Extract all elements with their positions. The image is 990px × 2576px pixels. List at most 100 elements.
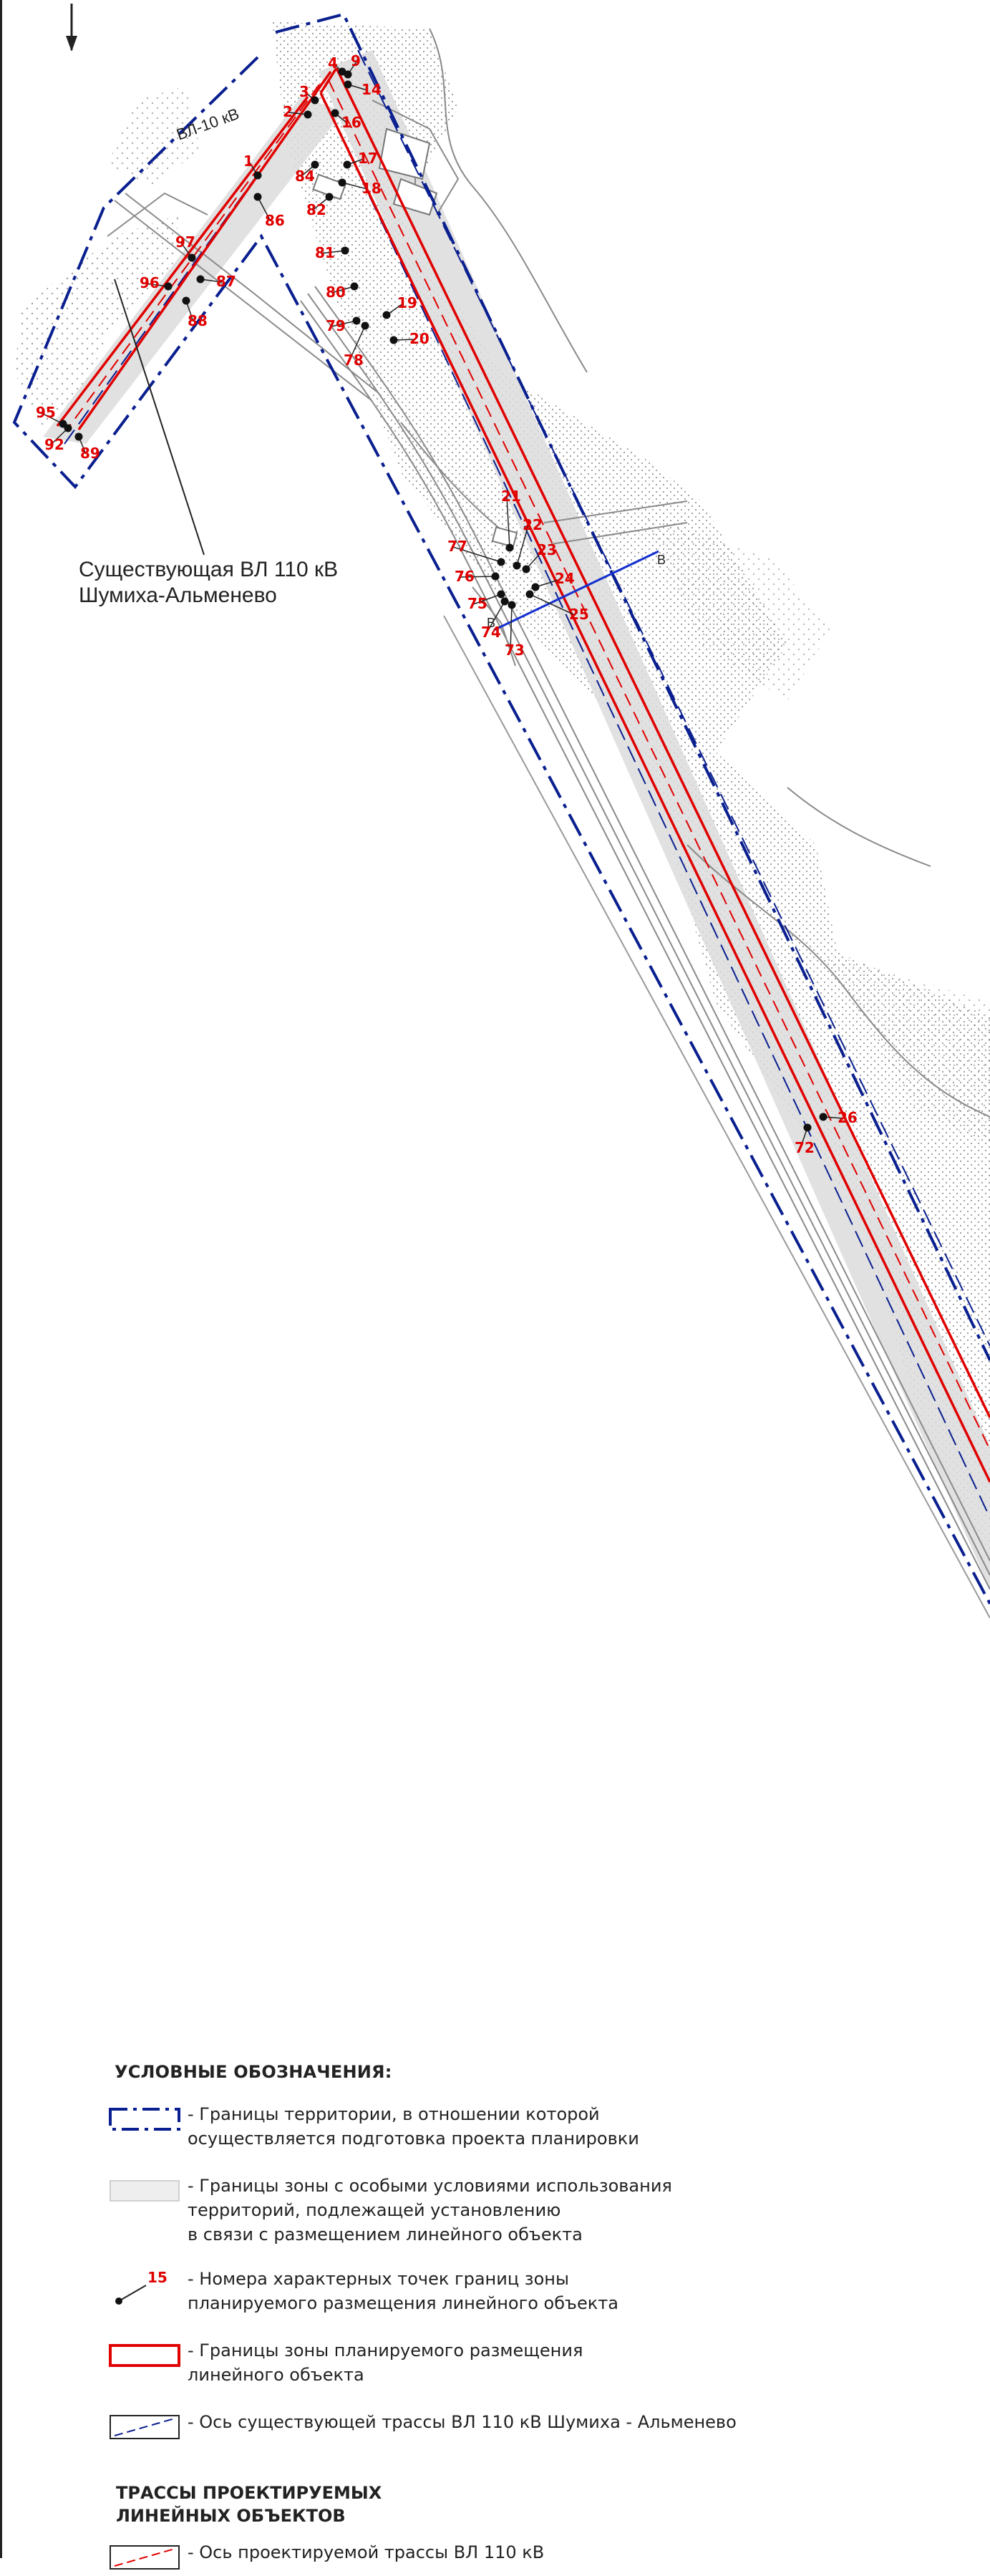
point-marker-75 [497,590,505,599]
point-marker-16 [331,109,339,117]
point-marker-97 [188,253,196,262]
point-marker-88 [182,296,190,305]
point-leader-22 [516,525,529,566]
point-marker-78 [361,321,369,330]
point-marker-89 [74,432,83,441]
point-leader-23 [525,550,543,570]
territory-boundary [12,12,990,1604]
point-label-86: 86 [265,212,285,229]
point-marker-19 [382,311,391,319]
point-leader-18 [341,182,368,190]
point-marker-3 [311,96,319,105]
point-label-16: 16 [341,114,361,131]
red-dashed-axis-icon [110,2545,180,2570]
point-label-25: 25 [569,606,589,623]
point-label-97: 97 [175,233,195,251]
point-marker-95 [59,420,67,428]
point-marker-87 [196,275,205,284]
point-marker-82 [325,193,334,201]
legend-marker-label: 15 [147,2269,168,2286]
legend-item-projected-axis: - Ось проектируемой трассы ВЛ 110 кВ [107,2540,931,2576]
point-marker-21 [505,543,514,552]
existing-line-label-line1: Существующая ВЛ 110 кВ [79,558,338,581]
legend-item-existing-axis: - Ось существующей трассы ВЛ 110 кВ Шуми… [107,2410,931,2460]
point-label-88: 88 [188,312,208,329]
point-marker-84 [311,160,319,169]
point-label-81: 81 [315,244,335,261]
red-outline-icon [109,2344,180,2367]
point-label-75: 75 [467,595,487,612]
point-marker-22 [513,561,521,570]
point-marker-20 [389,336,398,344]
point-leader-92 [49,427,69,446]
point-leader-76 [460,576,496,578]
legend-text-projected-axis: - Ось проектируемой трассы ВЛ 110 кВ [188,2542,545,2562]
section-mark-right: В [657,553,666,567]
point-label-79: 79 [326,317,346,334]
legend-item-placement-zone: - Границы зоны планируемого размещения л… [107,2338,931,2410]
legend-text-protection-zone: - Границы зоны с особыми условиями испол… [188,2176,672,2245]
legend-text-existing-axis: - Ось существующей трассы ВЛ 110 кВ Шуми… [188,2412,737,2432]
point-label-21: 21 [501,488,521,505]
blue-dashdot-boundary-icon [109,2108,180,2131]
point-marker-76 [491,572,500,581]
north-arrow-icon [66,4,77,52]
sheet-left-border [0,0,2,2558]
point-marker-96 [164,282,173,291]
planned-placement-zone [56,67,990,1483]
point-marker-icon: 15 [115,2269,168,2305]
point-marker-1 [253,171,262,180]
point-label-87: 87 [216,273,236,290]
point-label-2: 2 [283,103,293,120]
point-marker-74 [500,597,509,606]
point-label-92: 92 [44,436,64,453]
point-label-18: 18 [361,180,382,197]
point-leader-81 [320,250,346,254]
point-marker-81 [341,246,349,255]
point-leader-75 [472,594,502,605]
point-label-84: 84 [295,168,315,185]
point-label-77: 77 [447,538,467,555]
point-label-96: 96 [140,274,160,291]
point-label-17: 17 [358,150,378,167]
legend-subtitle: ТРАССЫ ПРОЕКТИРУЕМЫХ ЛИНЕЙНЫХ ОБЪЕКТОВ [116,2483,382,2526]
section-line: В В [487,550,666,631]
point-label-4: 4 [328,54,338,72]
legend-item-point-numbers: 15 - Номера характерных точек границ зон… [107,2267,931,2338]
point-label-24: 24 [555,570,575,587]
existing-line-axis [64,49,990,1519]
point-label-23: 23 [537,541,557,558]
point-leader-74 [486,601,505,634]
point-label-78: 78 [344,352,364,369]
legend: УСЛОВНЫЕ ОБОЗНАЧЕНИЯ: - Границы территор… [107,2062,931,2576]
point-marker-77 [497,558,505,566]
point-label-22: 22 [523,516,543,533]
blue-dashed-axis-icon [110,2415,180,2439]
point-leader-78 [349,325,366,362]
section-mark-left: В [487,616,495,630]
point-marker-80 [350,282,359,291]
point-label-14: 14 [361,81,382,98]
roads-and-contours [107,28,990,1619]
point-label-80: 80 [326,284,346,301]
point-label-9: 9 [351,52,361,69]
existing-line-label-line2: Шумиха-Альменево [79,584,277,607]
terrain-dotted-areas [14,21,990,1561]
point-leader-24 [535,578,561,588]
existing-line-callout: Существующая ВЛ 110 кВ Шумиха-Альменево [79,279,338,607]
point-label-76: 76 [455,568,475,585]
point-marker-26 [819,1113,828,1121]
point-marker-14 [344,80,352,89]
point-label-19: 19 [397,294,417,311]
point-label-1: 1 [243,152,253,170]
point-marker-24 [531,583,540,591]
point-leader-77 [452,546,502,563]
point-leader-79 [331,320,357,327]
grey-zone-icon [110,2180,180,2202]
point-label-20: 20 [409,330,430,347]
point-label-73: 73 [505,641,525,659]
legend-text-point-numbers: - Номера характерных точек границ зоны п… [188,2269,618,2313]
legend-title: УСЛОВНЫЕ ОБОЗНАЧЕНИЯ: [115,2062,392,2082]
